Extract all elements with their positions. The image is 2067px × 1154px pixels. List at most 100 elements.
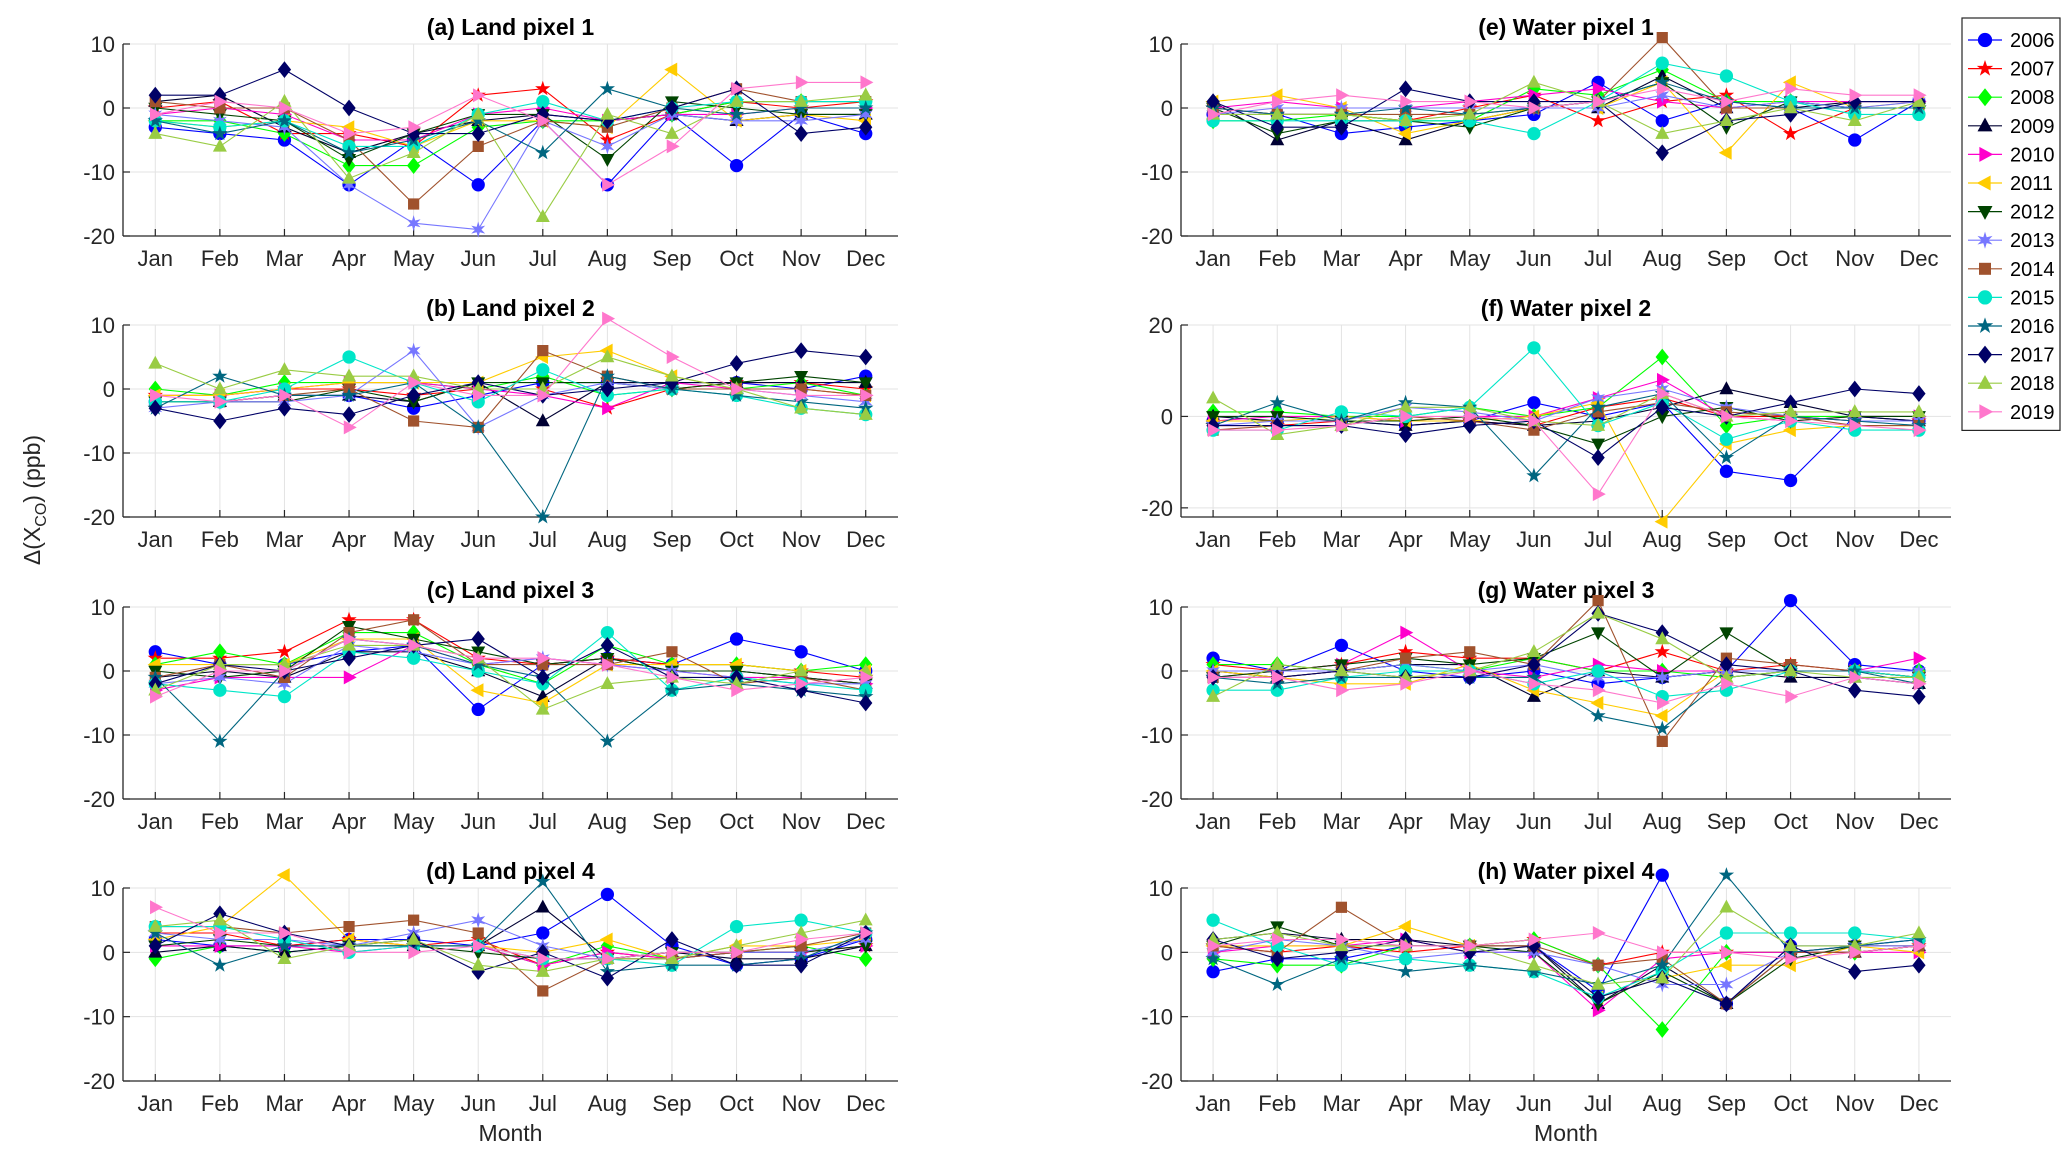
- data-point: [342, 176, 356, 193]
- data-point: [277, 675, 292, 692]
- data-point: [212, 381, 227, 395]
- data-point: [471, 702, 485, 717]
- data-point: [1269, 976, 1285, 991]
- x-tick-label: Nov: [782, 246, 821, 271]
- legend-marker: [1976, 60, 1994, 76]
- x-tick-label: Jan: [138, 527, 173, 552]
- data-point: [1334, 106, 1349, 120]
- data-point: [1592, 959, 1604, 971]
- data-point: [214, 94, 228, 109]
- data-point: [1528, 414, 1542, 428]
- data-point: [600, 887, 615, 902]
- y-tick-label: -10: [83, 441, 115, 466]
- panel-5: -20 -10 0 10 Jan Feb Mar Apr May Jun Jul Aug Sep Oct N…: [1141, 14, 1951, 271]
- data-point: [1719, 656, 1734, 673]
- data-point: [276, 112, 293, 128]
- data-point: [1400, 676, 1414, 691]
- data-point: [472, 88, 486, 103]
- data-point: [1911, 931, 1927, 946]
- data-point: [1721, 676, 1735, 691]
- x-tick-label: Mar: [266, 809, 304, 834]
- y-tick-label: 10: [91, 32, 115, 57]
- y-axis-label-tail: ) (ppb): [19, 435, 45, 503]
- y-tick-label: 10: [91, 595, 115, 620]
- data-point: [1783, 593, 1798, 608]
- data-point: [1657, 372, 1670, 387]
- data-point: [1207, 938, 1221, 953]
- data-point: [1462, 957, 1478, 972]
- series-2015: [1206, 341, 1926, 446]
- y-tick-label: -10: [83, 160, 115, 185]
- data-point: [1655, 868, 1669, 882]
- legend-label: 2019: [2010, 402, 2055, 424]
- series-line: [1213, 670, 1919, 704]
- data-point: [664, 682, 680, 697]
- data-point: [472, 927, 484, 939]
- data-point: [600, 637, 615, 654]
- data-point: [408, 415, 420, 427]
- legend-entry-2008: 2008: [1968, 87, 2055, 109]
- data-point: [729, 355, 744, 372]
- panel-title: (f) Water pixel 2: [1481, 295, 1651, 321]
- panel-3: -20 -10 0 10 Jan Feb Mar Apr May Jun Jul Aug Sep Oct N…: [83, 577, 898, 834]
- panels-group: -20 -10 0 10 Jan Feb Mar Apr May Jun Jul Aug Sep Oct N…: [83, 14, 1951, 1146]
- series-2019: [150, 632, 874, 704]
- data-point: [731, 382, 745, 396]
- data-point: [729, 956, 744, 974]
- x-tick-label: Sep: [652, 527, 691, 552]
- data-point: [602, 311, 616, 326]
- x-axis-label: Month: [1534, 1120, 1598, 1146]
- data-point: [470, 419, 486, 434]
- data-point: [1462, 399, 1477, 413]
- data-point: [1272, 670, 1285, 685]
- series-line: [155, 88, 866, 205]
- panel-4: -20 -10 0 10 Jan Feb Mar Apr May Jun Jul Aug Sep Oct N…: [83, 858, 898, 1146]
- series-2008: [1206, 61, 1926, 130]
- y-tick-label: 10: [1149, 876, 1173, 901]
- data-point: [1336, 932, 1350, 947]
- data-point: [1720, 102, 1733, 114]
- data-point: [1719, 976, 1734, 993]
- data-point: [277, 362, 292, 376]
- series-line: [1212, 88, 1919, 154]
- series-line: [1213, 62, 1919, 135]
- x-tick-label: Aug: [1643, 246, 1682, 271]
- x-tick-label: Nov: [782, 1091, 821, 1116]
- legend-entry-2010: 2010: [1968, 144, 2055, 166]
- data-point: [1849, 88, 1863, 103]
- data-point: [472, 140, 484, 152]
- x-tick-label: Aug: [588, 527, 627, 552]
- series-2010: [1207, 625, 1927, 685]
- y-tick-label: -20: [83, 505, 115, 530]
- data-point: [729, 632, 744, 646]
- data-point: [794, 125, 808, 142]
- data-point: [1397, 919, 1411, 934]
- data-point: [535, 508, 551, 524]
- y-tick-label: 0: [1161, 404, 1173, 429]
- data-point: [470, 112, 486, 128]
- data-point: [858, 377, 873, 391]
- data-point: [1655, 56, 1669, 70]
- data-point: [147, 112, 163, 128]
- x-tick-label: Nov: [1835, 809, 1874, 834]
- y-tick-label: -10: [1141, 1005, 1173, 1030]
- data-point: [406, 931, 421, 945]
- data-point: [406, 624, 421, 641]
- data-point: [1397, 100, 1414, 115]
- x-tick-label: Mar: [266, 527, 304, 552]
- series-line: [1213, 657, 1919, 678]
- x-tick-label: Jun: [1516, 527, 1551, 552]
- series-line: [155, 81, 866, 186]
- x-tick-label: Mar: [266, 246, 304, 271]
- series-line: [155, 919, 866, 960]
- series-line: [155, 88, 866, 154]
- legend-entry-2018: 2018: [1968, 373, 2055, 395]
- x-tick-label: Apr: [1388, 809, 1422, 834]
- x-tick-label: Sep: [652, 809, 691, 834]
- data-point: [1591, 976, 1606, 990]
- series-line: [155, 113, 866, 186]
- data-point: [535, 413, 550, 427]
- x-tick-label: Mar: [1322, 246, 1360, 271]
- data-point: [1848, 681, 1862, 699]
